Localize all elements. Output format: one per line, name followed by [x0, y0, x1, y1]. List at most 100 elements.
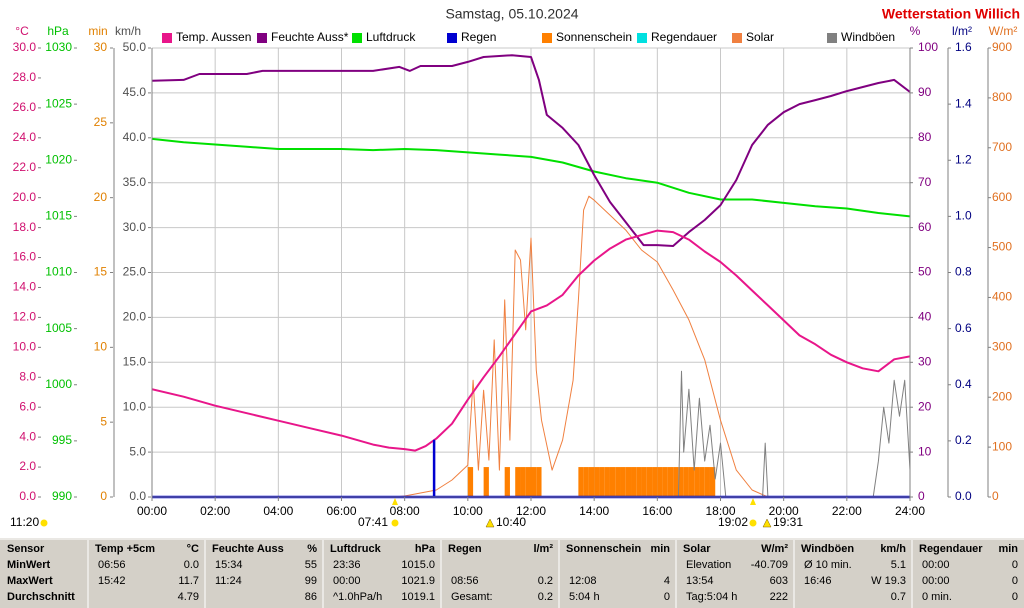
sunshine-bar: [609, 467, 616, 497]
cell-label: 08:56: [451, 575, 479, 587]
y-tick-label: 4.0: [19, 429, 36, 443]
x-tick-label: 12:00: [516, 504, 546, 518]
sunshine-bar: [657, 467, 663, 497]
legend-label: Temp. Aussen: [176, 30, 251, 44]
y-tick-label: 995: [52, 433, 72, 447]
y-tick-label: 1000: [45, 377, 72, 391]
sunshine-bar: [694, 467, 700, 497]
column-title: Windböen: [801, 543, 854, 555]
column-unit: l/m²: [533, 543, 553, 555]
event-icon: [391, 519, 399, 527]
sunshine-bar: [641, 467, 647, 497]
y-tick-label: 0.0: [129, 489, 146, 503]
sunshine-bar: [504, 467, 510, 497]
legend-swatch: [827, 33, 837, 43]
sunshine-bar: [667, 467, 674, 497]
cell-value: 99: [305, 575, 317, 587]
cell-label: 16:46: [804, 575, 832, 587]
table-background: [0, 538, 1024, 608]
legend: Temp. Aussen Feuchte Auss* Luftdruck Regen S…: [162, 30, 895, 44]
y-tick-label: 40.0: [123, 130, 147, 144]
cell-label: 13:54: [686, 575, 714, 587]
x-tick-label: 16:00: [642, 504, 672, 518]
y-tick-label: 20: [94, 190, 108, 204]
column-unit: min: [650, 543, 670, 555]
event-label: 19:31: [773, 515, 803, 529]
y-tick-label: 0.2: [955, 433, 972, 447]
cell-value: 0.2: [538, 591, 553, 603]
y-tick-label: 0: [992, 489, 999, 503]
column-unit: min: [998, 543, 1018, 555]
y-tick-label: 1.2: [955, 152, 972, 166]
cell-value: 0: [1012, 591, 1018, 603]
y-tick-label: 20.0: [13, 190, 37, 204]
cell-value: 0.7: [891, 591, 906, 603]
y-tick-label: 12.0: [13, 310, 37, 324]
y-tick-label: 0.0: [19, 489, 36, 503]
column-title: Luftdruck: [330, 543, 382, 555]
y-tick-label: 5.0: [129, 444, 146, 458]
y-tick-label: 1025: [45, 96, 72, 110]
sunshine-bar: [604, 467, 610, 497]
station-name: Wetterstation Willich: [882, 6, 1020, 22]
x-tick-label: 00:00: [137, 504, 167, 518]
y-tick-label: 5: [100, 414, 107, 428]
y-tick-label: 100: [918, 40, 938, 54]
cell-value: -40.709: [751, 559, 788, 571]
x-tick-label: 24:00: [895, 504, 925, 518]
y-tick-label: 24.0: [13, 130, 37, 144]
legend-swatch: [257, 33, 267, 43]
y-tick-label: 50: [918, 265, 932, 279]
legend-label: Regen: [461, 30, 496, 44]
cell-label: Tag:5:04 h: [686, 591, 737, 603]
cell-value: 1015.0: [401, 559, 435, 571]
cell-value: 603: [770, 575, 788, 587]
y-tick-label: 10: [918, 444, 932, 458]
legend-swatch: [447, 33, 457, 43]
sunshine-bar: [678, 467, 684, 497]
y-tick-label: 80: [918, 130, 932, 144]
legend-swatch: [162, 33, 172, 43]
y-tick-label: 20: [918, 399, 932, 413]
cell-value: 55: [305, 559, 317, 571]
y-tick-label: 22.0: [13, 160, 37, 174]
sunshine-bar: [525, 467, 531, 497]
y-tick-label: 10.0: [13, 340, 37, 354]
y-tick-label: 30.0: [13, 40, 37, 54]
sunshine-bar: [620, 467, 626, 497]
cell-label: 06:56: [98, 559, 126, 571]
legend-swatch: [637, 33, 647, 43]
cell-label: 00:00: [333, 575, 361, 587]
y-tick-label: 60: [918, 220, 932, 234]
y-tick-label: 800: [992, 90, 1012, 104]
y-tick-label: 8.0: [19, 369, 36, 383]
cell-label: 00:00: [922, 575, 950, 587]
y-tick-label: 70: [918, 175, 932, 189]
y-tick-label: 16.0: [13, 250, 37, 264]
y-tick-label: 30: [918, 354, 932, 368]
y-tick-label: 1005: [45, 321, 72, 335]
legend-swatch: [542, 33, 552, 43]
event-icon: [485, 518, 495, 528]
sunshine-bar: [520, 467, 526, 497]
sunshine-bar: [652, 467, 658, 497]
stats-table: Sensor MinWert MaxWert Durchschnitt Temp +5c…: [0, 538, 1024, 608]
axis-unit: hPa: [47, 24, 69, 38]
y-tick-label: 45.0: [123, 85, 147, 99]
legend-label: Luftdruck: [366, 30, 416, 44]
cell-value: 0.2: [538, 575, 553, 587]
y-tick-label: 26.0: [13, 100, 37, 114]
legend-swatch: [352, 33, 362, 43]
cell-value: 1021.9: [401, 575, 435, 587]
x-tick-label: 10:00: [453, 504, 483, 518]
y-tick-label: 0.0: [955, 489, 972, 503]
sunshine-bar: [709, 467, 716, 497]
column-unit: W/m²: [761, 543, 788, 555]
cell-value: W 19.3: [871, 575, 906, 587]
y-tick-label: 1015: [45, 209, 72, 223]
sunshine-bar: [662, 467, 668, 497]
y-tick-label: 28.0: [13, 70, 37, 84]
y-tick-label: 15.0: [123, 354, 147, 368]
